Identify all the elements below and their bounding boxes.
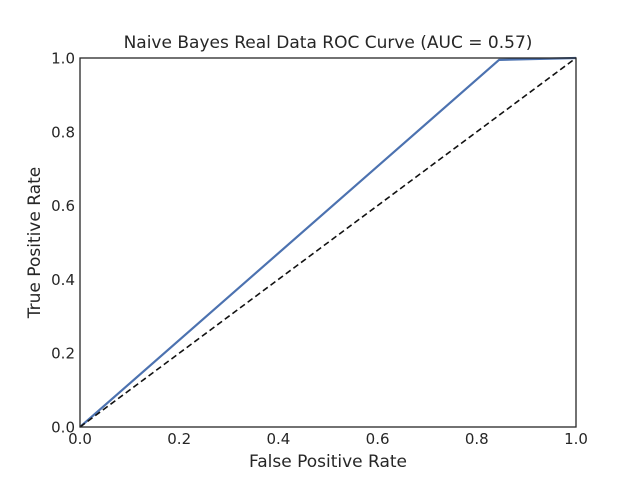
plot-frame <box>79 57 577 428</box>
x-tick-label: 0.6 <box>366 430 390 448</box>
x-axis-label: False Positive Rate <box>249 452 407 472</box>
x-tick-label: 1.0 <box>564 430 588 448</box>
x-tick-label: 0.8 <box>465 430 489 448</box>
y-tick-label: 0.8 <box>51 123 75 141</box>
y-tick-label: 0.4 <box>51 271 75 289</box>
diagonal-reference-line <box>79 57 577 428</box>
x-tick-label: 0.2 <box>167 430 191 448</box>
y-axis-label: True Positive Rate <box>25 167 45 319</box>
series-layer <box>79 56 577 428</box>
x-tick-label: 0.0 <box>68 430 92 448</box>
y-tick-label: 1.0 <box>51 50 75 68</box>
chart-title: Naive Bayes Real Data ROC Curve (AUC = 0… <box>124 33 533 53</box>
y-tick-label: 0.0 <box>51 419 75 437</box>
y-tick-label: 0.6 <box>51 197 75 215</box>
tick-layer: 0.0 0.2 0.4 0.6 0.8 1.0 0.0 0.2 0.4 0.6 0.8 1.0 <box>51 50 588 449</box>
x-tick-label: 0.4 <box>266 430 290 448</box>
y-tick-label: 0.2 <box>51 345 75 363</box>
